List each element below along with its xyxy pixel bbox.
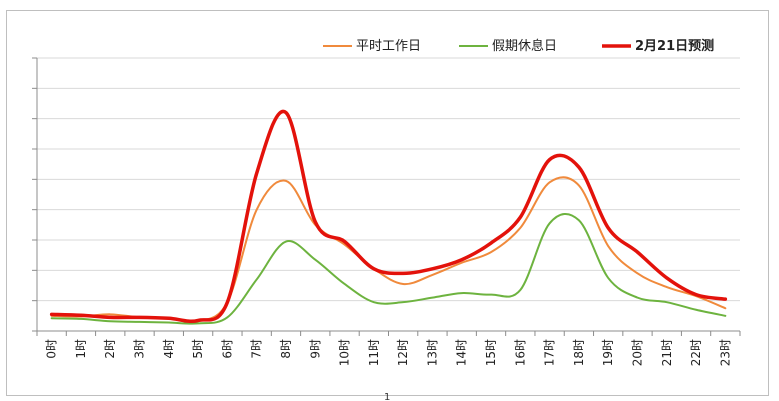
axes <box>32 57 741 336</box>
x-tick-label: 12时 <box>396 339 410 366</box>
x-tick-label: 17时 <box>543 339 557 366</box>
legend-item-holiday: 假期休息日 <box>459 38 557 54</box>
x-tick-label: 18时 <box>572 339 586 366</box>
series-lines <box>49 109 728 325</box>
x-tick-label: 9时 <box>308 339 322 359</box>
x-tick-label: 4时 <box>162 339 176 359</box>
legend-label-workday: 平时工作日 <box>356 39 421 54</box>
watermark: 北京交通 <box>668 372 748 390</box>
gridlines <box>37 57 740 302</box>
x-tick-label: 3时 <box>133 339 147 359</box>
x-tick-label: 0时 <box>45 339 59 359</box>
x-tick-label: 5时 <box>191 339 205 359</box>
x-tick-label: 19时 <box>601 339 615 366</box>
x-tick-label: 20时 <box>630 339 644 366</box>
chart-frame <box>6 10 769 396</box>
x-tick-label: 14时 <box>455 339 469 366</box>
x-tick-label: 23时 <box>718 339 732 366</box>
x-tick-labels: 0时 1时 2时 3时 4时 5时 6时 7时 8时 9时 10时 11时 12时 13时 14时 15时 16… <box>45 339 733 366</box>
x-tick-label: 22时 <box>689 339 703 366</box>
x-tick-label: 2时 <box>103 339 117 359</box>
legend-item-workday: 平时工作日 <box>323 39 421 54</box>
x-tick-label: 21时 <box>660 339 674 366</box>
x-tick-label: 15时 <box>484 339 498 366</box>
legend: 平时工作日 假期休息日 2月21日预测 <box>323 38 714 54</box>
watermark-text: 北京交通 <box>688 372 748 390</box>
series-line-forecast <box>49 109 728 324</box>
x-tick-label: 10时 <box>338 339 352 366</box>
series-line-holiday <box>50 213 727 325</box>
x-tick-label: 13时 <box>425 339 439 366</box>
weibo-icon <box>668 372 684 388</box>
x-tick-label: 6时 <box>220 339 234 359</box>
x-tick-label: 11时 <box>367 339 381 366</box>
legend-label-holiday: 假期休息日 <box>492 38 557 54</box>
x-tick-label: 1时 <box>74 339 88 359</box>
x-tick-label: 8时 <box>279 339 293 359</box>
x-tick-label: 7时 <box>250 339 264 359</box>
legend-item-forecast: 2月21日预测 <box>602 38 714 54</box>
legend-label-forecast: 2月21日预测 <box>635 38 714 54</box>
page-number: 1 <box>384 392 390 401</box>
x-tick-label: 16时 <box>513 339 527 366</box>
